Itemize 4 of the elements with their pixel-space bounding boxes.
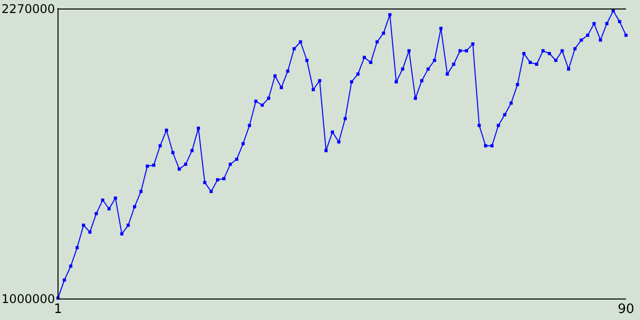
- x-tick-label: 1: [54, 302, 62, 317]
- y-tick-label: 1000000: [2, 292, 55, 306]
- x-tick-label: 90: [618, 302, 634, 317]
- y-tick-label: 2270000: [2, 2, 55, 16]
